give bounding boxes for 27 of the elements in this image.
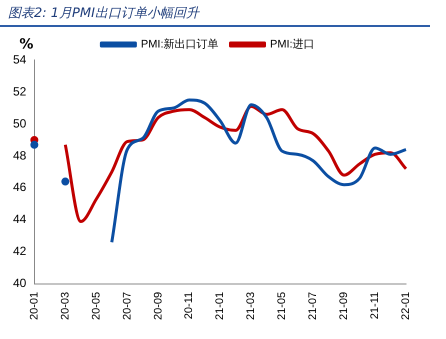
y-tick-label: 54 <box>12 52 27 66</box>
y-tick-label: 44 <box>12 212 27 226</box>
x-tick-label: 20-03 <box>59 292 72 320</box>
legend-label: PMI:进口 <box>270 38 315 51</box>
y-tick-label: 52 <box>12 84 27 98</box>
y-tick-label: 42 <box>12 244 27 258</box>
x-tick-label: 20-07 <box>121 292 134 320</box>
x-tick-label: 22-01 <box>400 292 412 320</box>
y-tick-label: 50 <box>12 116 27 130</box>
y-axis-title: % <box>19 36 34 53</box>
x-tick-label: 21-07 <box>307 292 320 320</box>
point <box>30 140 38 149</box>
x-tick-label: 20-11 <box>183 292 196 320</box>
x-tick-label: 21-01 <box>214 292 226 320</box>
legend-label: PMI:新出口订单 <box>140 38 219 51</box>
x-tick-label: 21-09 <box>338 292 350 320</box>
y-tick-label: 48 <box>12 148 27 162</box>
x-tick-label: 20-09 <box>152 292 164 320</box>
y-tick-label: 40 <box>12 276 27 290</box>
chart-title: 图表2: 1月PMI出口订单小幅回升 <box>0 0 430 27</box>
x-tick-label: 21-03 <box>245 292 258 320</box>
x-tick-label: 21-05 <box>276 292 288 320</box>
point <box>61 178 70 186</box>
x-tick-label: 20-05 <box>90 292 102 320</box>
y-tick-label: 46 <box>12 180 27 194</box>
x-tick-label: 20-01 <box>28 292 40 320</box>
x-tick-label: 21-11 <box>369 292 382 320</box>
